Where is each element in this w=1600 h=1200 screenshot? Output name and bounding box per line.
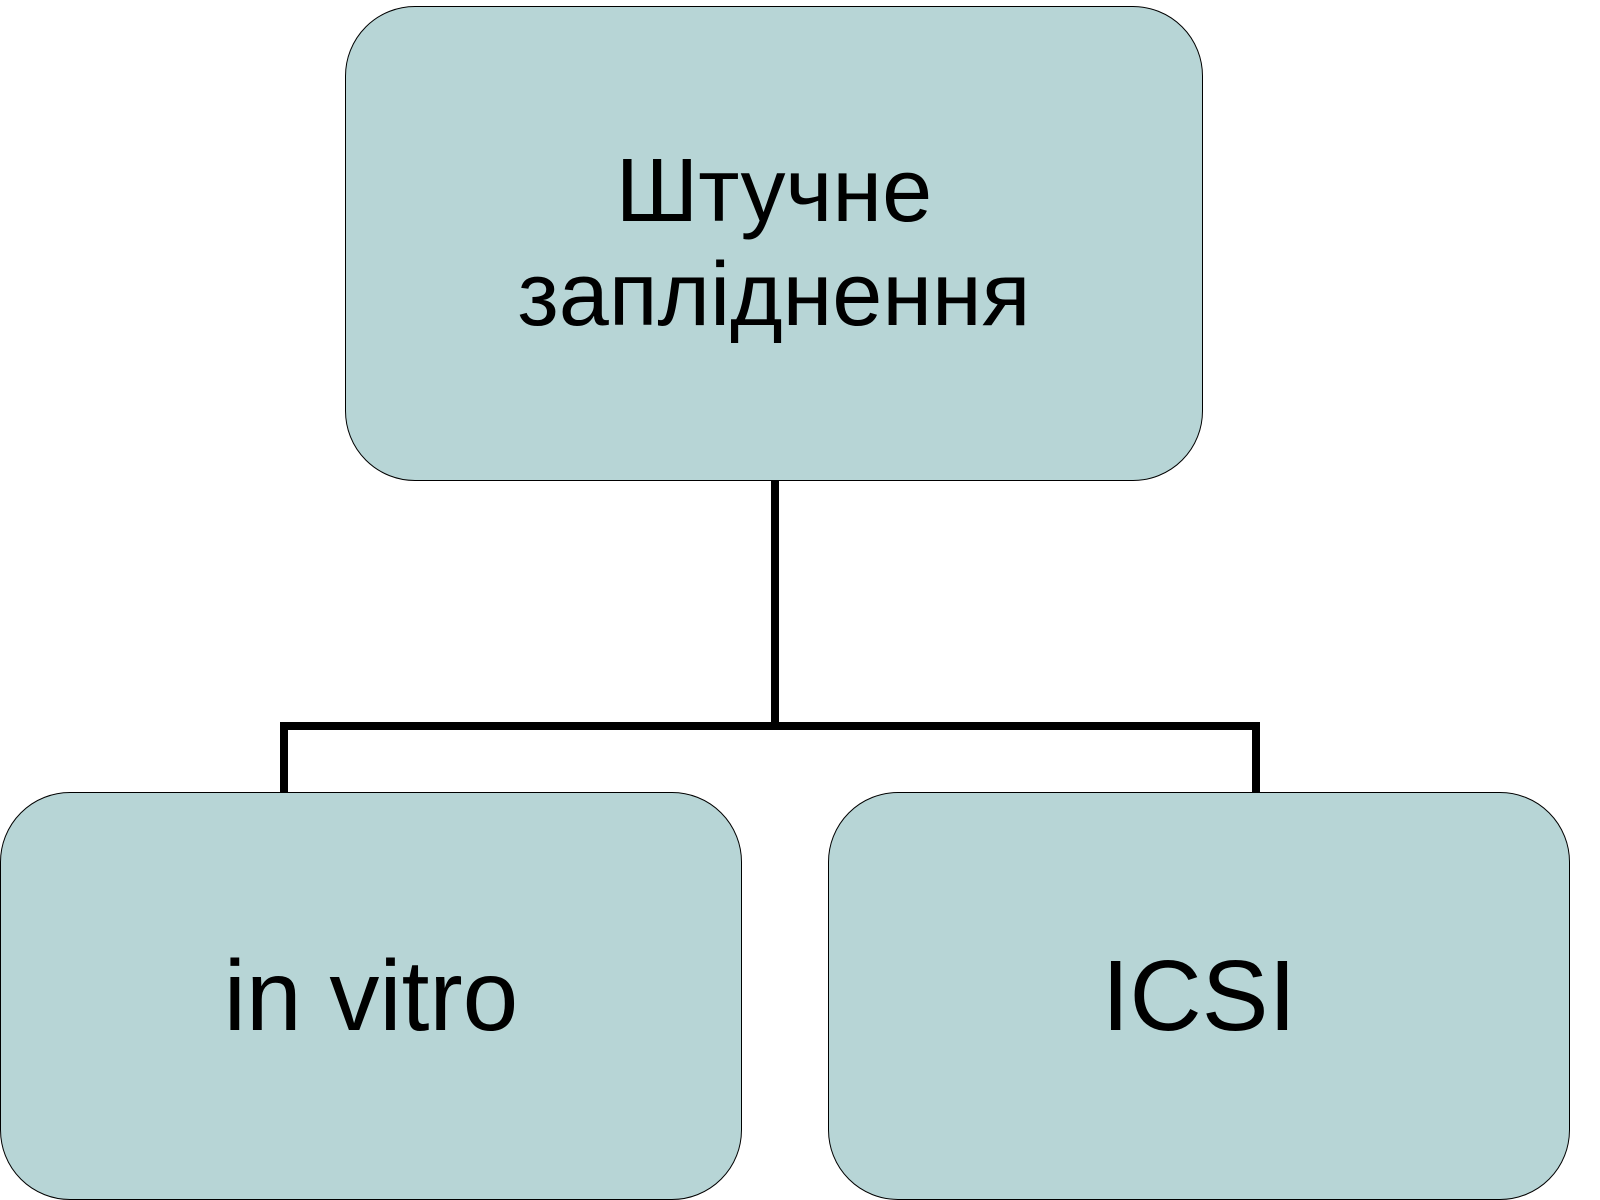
- node-root: Штучнезапліднення: [345, 6, 1203, 481]
- node-left-child: in vitro: [0, 792, 742, 1200]
- node-left-label: in vitro: [224, 939, 519, 1054]
- node-right-child: ICSI: [828, 792, 1570, 1200]
- node-root-label: Штучнезапліднення: [518, 140, 1031, 347]
- diagram-canvas: Штучнезапліднення in vitro ICSI: [0, 0, 1600, 1200]
- node-right-label: ICSI: [1102, 939, 1296, 1054]
